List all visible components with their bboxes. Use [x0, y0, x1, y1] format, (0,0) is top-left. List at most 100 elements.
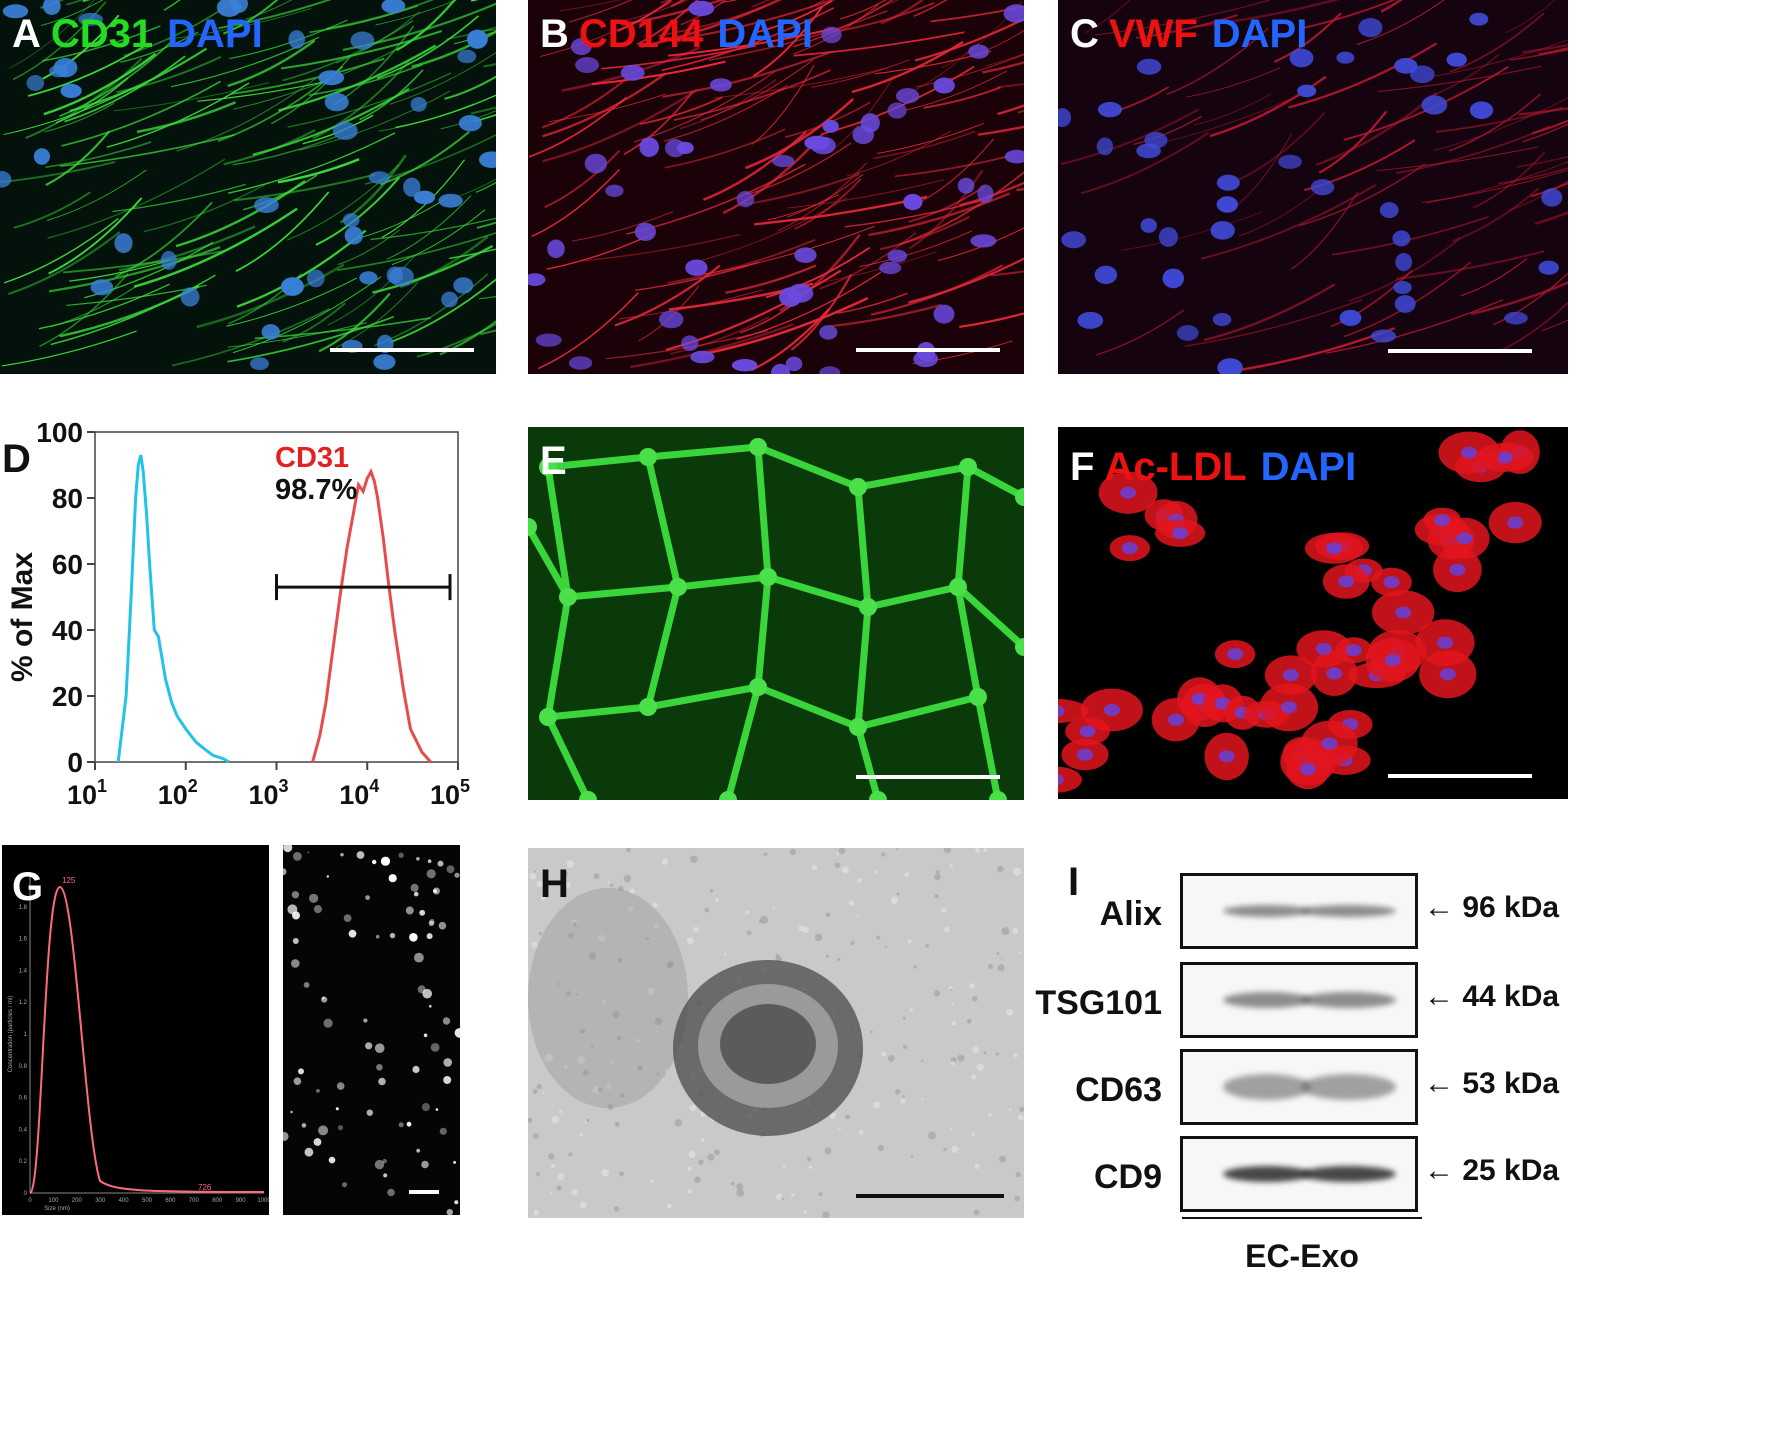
nta-x-tick-label: 400 [119, 1198, 130, 1204]
panel-c-label: C VWF DAPI [1070, 14, 1321, 54]
panel-letter: G [12, 865, 44, 909]
panel-g-particle-image [283, 845, 460, 1215]
nta-y-tick-label: 1.2 [19, 1000, 28, 1006]
nta-x-tick-label: 500 [142, 1198, 153, 1204]
protein-label-cd9: CD9 [1093, 1158, 1162, 1196]
annotation-marker: CD31 [275, 442, 349, 474]
kda-value: 25 kDa [1462, 1154, 1560, 1187]
exosome-vesicle [673, 960, 863, 1136]
nta-x-tick-label: 100 [48, 1198, 59, 1204]
molecular-weight-label: ← 53 kDa [1424, 1067, 1559, 1101]
annotation-percent: 98.7% [275, 474, 357, 506]
arrow-left-icon: ← [1424, 891, 1463, 924]
panel-d-letter: D [2, 437, 31, 481]
protein-band [1301, 1074, 1396, 1100]
cell-fibers [1060, 0, 1568, 372]
nuclei [0, 0, 496, 371]
cell-fibers [0, 0, 496, 367]
panel-a-image: A CD31 DAPI [0, 0, 496, 374]
nta-y-tick-label: 0.4 [19, 1127, 28, 1133]
panel-g-label: G [12, 867, 53, 907]
panel-d-chart: D 0 20 40 60 80 100 % of Max 101 102 103 104 105 CD31… [0, 410, 500, 810]
nta-y-tick-label: 1.4 [19, 968, 28, 974]
panel-letter: B [540, 12, 569, 56]
panel-letter: C [1070, 12, 1099, 56]
panel-i-label: I [1068, 862, 1089, 902]
x-tick-label: 102 [158, 776, 198, 810]
nta-x-tick-label: 0 [28, 1198, 32, 1204]
flow-cytometry-histogram: D 0 20 40 60 80 100 % of Max 101 102 103 104 105 CD31… [2, 417, 470, 810]
panel-f-label: F Ac-LDL DAPI [1070, 447, 1370, 487]
x-tick-label: 101 [67, 776, 107, 810]
cd144-micrograph [528, 0, 1024, 374]
nta-y-tick-label: 0.6 [19, 1096, 28, 1102]
molecular-weight-label: ← 44 kDa [1424, 980, 1559, 1014]
nta-x-tick-label: 800 [212, 1198, 223, 1204]
y-tick-label: 80 [52, 483, 83, 514]
nta-axes [29, 875, 264, 1194]
tube-network [528, 438, 1024, 800]
arrow-left-icon: ← [1424, 1154, 1463, 1187]
panel-f-image: F Ac-LDL DAPI [1058, 427, 1568, 799]
nta-y-tick-label: 1.8 [19, 905, 28, 911]
blot-strip [1180, 1136, 1418, 1212]
nta-peak-label: 125 [62, 876, 76, 885]
scale-bar [856, 1194, 1004, 1198]
cd31-micrograph [0, 0, 496, 371]
nuclei [1058, 12, 1563, 374]
nta-y-tick-label: 0.8 [19, 1064, 28, 1070]
stain-label-dapi: DAPI [1260, 445, 1357, 489]
kda-value: 96 kDa [1462, 891, 1560, 924]
vwf-micrograph [1058, 0, 1568, 374]
group-label: EC-Exo [1245, 1238, 1359, 1274]
nta-y-tick-label: 0.2 [19, 1159, 28, 1165]
stain-label-dapi: DAPI [1211, 12, 1308, 56]
y-tick-label: 100 [36, 417, 83, 448]
ac-ldl-micrograph [1058, 430, 1542, 793]
panel-letter: F [1070, 445, 1095, 489]
panel-a-label: A CD31 DAPI [12, 14, 277, 54]
protein-band [1223, 905, 1311, 917]
particle-video-frame [283, 845, 460, 1215]
nta-size-curve [29, 885, 265, 1194]
nta-x-tick-label: 300 [95, 1198, 106, 1204]
protein-band [1301, 905, 1396, 917]
protein-band [1301, 992, 1396, 1008]
stain-label-ac-ldl: Ac-LDL [1104, 445, 1247, 489]
cell-fibers [528, 0, 1024, 372]
panel-b-label: B CD144 DAPI [540, 14, 827, 54]
y-tick-label: 40 [52, 615, 83, 646]
protein-band [1223, 1074, 1311, 1100]
panel-letter: A [12, 12, 41, 56]
scale-bar [856, 348, 1000, 352]
control-histogram-line [116, 454, 230, 764]
panel-letter: E [540, 439, 567, 483]
nta-x-tick-label: 900 [236, 1198, 247, 1204]
molecular-weight-label: ← 25 kDa [1424, 1154, 1559, 1188]
panel-c-image: C VWF DAPI [1058, 0, 1568, 374]
protein-label-cd63: CD63 [1075, 1071, 1162, 1109]
nta-x-tick-label: 700 [189, 1198, 200, 1204]
panel-b-image: B CD144 DAPI [528, 0, 1024, 374]
x-tick-label: 105 [430, 776, 470, 810]
panel-h-tem-image: H [528, 848, 1024, 1218]
protein-band [1301, 1166, 1396, 1182]
panel-e-label: E [540, 441, 577, 481]
blot-strip [1180, 962, 1418, 1038]
panel-h-label: H [540, 864, 579, 904]
y-tick-label: 20 [52, 681, 83, 712]
nuclei [528, 0, 1024, 374]
blot-strip [1180, 873, 1418, 949]
y-tick-label: 0 [67, 747, 83, 778]
stain-label-vwf: VWF [1108, 12, 1198, 56]
y-axis-label: % of Max [6, 552, 39, 682]
nta-tail-label: 726 [198, 1183, 212, 1192]
nta-x-axis-label: Size (nm) [44, 1206, 70, 1212]
nta-y-tick-label: 1.6 [19, 937, 28, 943]
scale-bar [409, 1190, 439, 1194]
protein-band [1223, 992, 1311, 1008]
stain-label-cd31: CD31 [50, 12, 154, 56]
protein-label-tsg101: TSG101 [1035, 984, 1162, 1022]
